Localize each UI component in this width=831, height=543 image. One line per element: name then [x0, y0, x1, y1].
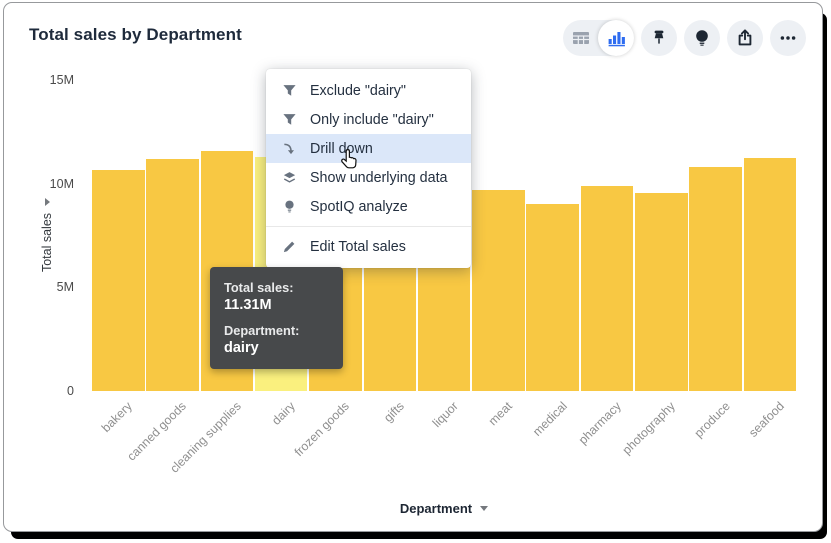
toolbar — [563, 20, 806, 56]
tooltip-value: dairy — [224, 340, 259, 356]
tooltip-label: Total sales: — [224, 280, 294, 295]
menu-item-show-underlying-data[interactable]: Show underlying data — [266, 163, 471, 192]
chart-card: Total sales by Department 15M 10M 5M 0 Tota… — [3, 2, 823, 532]
menu-item-label: Exclude "dairy" — [310, 82, 406, 99]
layers-icon — [282, 170, 297, 185]
filter-icon — [282, 83, 297, 98]
bulb-icon — [282, 199, 297, 214]
table-view-toggle[interactable] — [563, 20, 598, 56]
menu-item-label: SpotIQ analyze — [310, 198, 408, 215]
menu-separator — [266, 226, 471, 227]
view-toggle — [563, 20, 634, 56]
x-tick-gifts: gifts — [380, 399, 407, 425]
bar-seafood[interactable] — [743, 157, 797, 391]
x-tick-seafood: seafood — [745, 399, 787, 440]
y-axis-title-label: Total sales — [40, 212, 54, 273]
y-axis-title[interactable]: Total sales — [39, 160, 55, 310]
pencil-icon — [282, 239, 297, 254]
bar-produce[interactable] — [689, 166, 742, 391]
lightbulb-icon — [692, 28, 712, 48]
tooltip-value: 11.31M — [224, 297, 272, 313]
bar-medical[interactable] — [526, 204, 579, 391]
pin-button[interactable] — [641, 20, 677, 56]
share-button[interactable] — [727, 20, 763, 56]
toolbar-buttons — [641, 20, 806, 56]
cursor-pointer-icon — [337, 148, 361, 177]
menu-item-exclude-dairy[interactable]: Exclude "dairy" — [266, 76, 471, 105]
bar-pharmacy[interactable] — [580, 185, 634, 391]
chevron-down-icon — [44, 197, 50, 206]
bar-chart-view-icon — [606, 28, 626, 48]
x-tick-meat: meat — [485, 399, 516, 429]
menu-item-edit-total-sales[interactable]: Edit Total sales — [266, 232, 471, 261]
bar-photography[interactable] — [635, 193, 688, 391]
menu-item-label: Edit Total sales — [310, 238, 406, 255]
menu-item-label: Only include "dairy" — [310, 111, 434, 128]
share-icon — [735, 28, 755, 48]
context-menu: Exclude "dairy" Only include "dairy" Drill… — [266, 69, 471, 268]
spotiq-button[interactable] — [684, 20, 720, 56]
bar-meat[interactable] — [472, 189, 525, 391]
menu-item-drill-down[interactable]: Drill down — [266, 134, 471, 163]
more-options-icon — [778, 28, 798, 48]
bar-canned-goods[interactable] — [146, 159, 199, 391]
y-tick-15m: 15M — [49, 73, 74, 87]
page-title: Total sales by Department — [29, 25, 242, 44]
x-tick-photography: photography — [619, 399, 679, 458]
menu-item-label: Show underlying data — [310, 169, 448, 186]
x-tick-bakery: bakery — [99, 399, 136, 436]
chart-tooltip: Total sales: 11.31M Department: dairy — [210, 267, 343, 369]
table-view-icon — [571, 28, 591, 48]
chart-view-toggle[interactable] — [598, 20, 634, 56]
menu-item-only-include-dairy[interactable]: Only include "dairy" — [266, 105, 471, 134]
filter-icon — [282, 112, 297, 127]
x-tick-liquor: liquor — [429, 399, 461, 431]
x-tick-frozen-goods: frozen goods — [292, 399, 353, 460]
x-tick-produce: produce — [691, 399, 733, 441]
x-axis-title-label: Department — [399, 501, 473, 516]
pin-icon — [649, 28, 669, 48]
x-tick-medical: medical — [529, 399, 570, 439]
tooltip-label: Department: — [224, 323, 300, 338]
x-axis-title[interactable]: Department — [344, 501, 544, 516]
menu-item-label: Drill down — [310, 140, 373, 157]
menu-item-spotiq-analyze[interactable]: SpotIQ analyze — [266, 192, 471, 221]
chevron-down-icon — [480, 506, 489, 511]
y-tick-10m: 10M — [49, 176, 74, 191]
y-tick-0: 0 — [67, 384, 74, 398]
x-tick-dairy: dairy — [269, 399, 298, 428]
bar-bakery[interactable] — [92, 169, 145, 391]
y-tick-5m: 5M — [56, 280, 74, 295]
drill-down-icon — [282, 141, 297, 156]
more-options-button[interactable] — [770, 20, 806, 56]
x-tick-pharmacy: pharmacy — [575, 399, 624, 448]
